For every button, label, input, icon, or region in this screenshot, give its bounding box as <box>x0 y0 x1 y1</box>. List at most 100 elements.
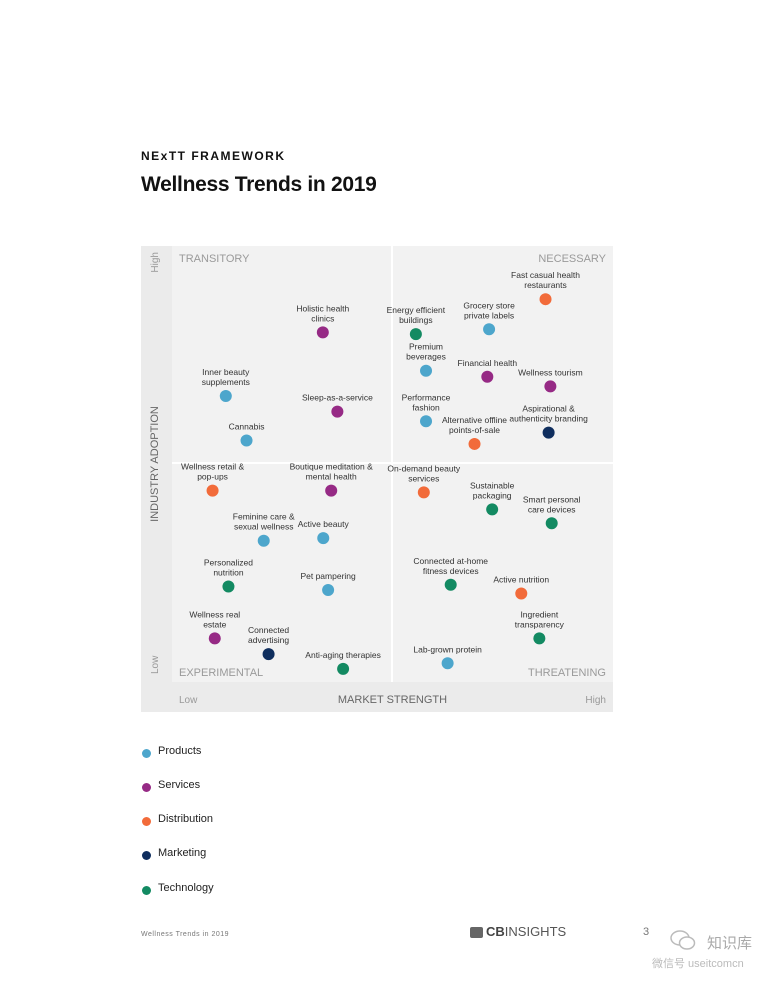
data-label: Cannabis <box>229 421 265 431</box>
legend-item-products: Products <box>141 744 341 762</box>
data-label: Ingredient transparency <box>515 609 565 629</box>
watermark-subtitle: 微信号 useitcomcn <box>652 958 744 970</box>
legend-label-services: Services <box>158 779 201 791</box>
data-label-line: nutrition <box>213 568 244 578</box>
data-label-line: Active nutrition <box>493 574 549 584</box>
data-label: Alternative offline points-of-sale <box>442 415 507 435</box>
data-label: Active nutrition <box>493 574 549 584</box>
data-label-line: pop-ups <box>197 472 228 482</box>
page-title: Wellness Trends in 2019 <box>141 173 377 196</box>
data-point <box>441 657 454 670</box>
data-label: On-demand beauty services <box>387 463 461 483</box>
data-label-line: Alternative offline <box>442 415 507 425</box>
data-label: Anti-aging therapies <box>305 650 381 660</box>
data-label-line: Aspirational & <box>522 404 575 414</box>
legend-label-technology: Technology <box>158 882 214 894</box>
quadrant-label-experimental: EXPERIMENTAL <box>179 667 263 679</box>
data-label-line: Wellness retail & <box>181 462 244 472</box>
data-point <box>206 484 219 497</box>
data-point <box>222 580 235 593</box>
data-label-line: Boutique meditation & <box>290 462 373 472</box>
page-number: 3 <box>643 926 650 938</box>
data-point <box>262 648 275 661</box>
data-point <box>533 632 546 645</box>
data-point <box>219 389 232 402</box>
data-point <box>483 323 496 336</box>
footer-doc-title: Wellness Trends in 2019 <box>141 931 230 938</box>
legend-item-distribution: Distribution <box>141 812 341 830</box>
data-label-line: Wellness tourism <box>518 367 583 377</box>
legend-item-marketing: Marketing <box>141 846 341 864</box>
data-label-line: clinics <box>311 313 334 323</box>
data-label: Wellness real estate <box>189 609 240 629</box>
data-label: Holistic health clinics <box>296 303 349 323</box>
data-label: Smart personal care devices <box>523 494 581 514</box>
legend-dot-marketing <box>142 851 151 860</box>
data-point <box>545 517 558 530</box>
data-label-line: Sustainable <box>470 480 515 490</box>
data-point <box>420 415 433 428</box>
data-label: Inner beauty supplements <box>202 367 250 387</box>
data-label-line: Energy efficient <box>387 305 446 315</box>
data-label-line: sexual wellness <box>234 522 294 532</box>
data-label: Sustainable packaging <box>470 480 515 500</box>
data-label: Wellness tourism <box>518 367 583 377</box>
data-label-line: Connected <box>248 625 289 635</box>
data-label-line: Performance <box>402 392 451 402</box>
data-label-line: Anti-aging therapies <box>305 650 381 660</box>
data-point <box>515 587 528 600</box>
data-label-line: Pet pampering <box>300 571 356 581</box>
data-label-line: Premium <box>409 342 443 352</box>
data-label-line: Ingredient <box>520 609 558 619</box>
data-label: Boutique meditation & mental health <box>290 462 373 482</box>
cbinsights-logo: CBINSIGHTS <box>470 924 566 939</box>
data-point <box>322 584 335 597</box>
data-label: Feminine care & sexual wellness <box>233 512 295 532</box>
data-point <box>257 534 270 547</box>
data-label-line: buildings <box>399 315 433 325</box>
data-point <box>468 437 481 450</box>
quadrant-label-threatening: THREATENING <box>528 667 606 679</box>
data-label-line: mental health <box>306 472 357 482</box>
data-label-line: fitness devices <box>423 566 479 576</box>
data-point <box>317 532 330 545</box>
data-label-line: Feminine care & <box>233 512 295 522</box>
quadrant-bottom-left <box>172 464 391 682</box>
y-axis-low-label: Low <box>150 655 161 674</box>
data-point <box>481 370 494 383</box>
data-label-line: Cannabis <box>229 421 265 431</box>
data-point <box>325 484 338 497</box>
data-label: Personalized nutrition <box>204 558 253 578</box>
y-axis-title: INDUSTRY ADOPTION <box>149 406 161 522</box>
data-point <box>240 434 253 447</box>
data-point <box>542 426 555 439</box>
data-point <box>208 632 221 645</box>
data-label-line: supplements <box>202 377 250 387</box>
cbinsights-logo-bold: CB <box>486 924 505 939</box>
legend-dot-services <box>142 783 151 792</box>
x-axis-high-label: High <box>585 695 606 706</box>
data-point <box>409 328 422 341</box>
data-label-line: Inner beauty <box>202 367 250 377</box>
data-point <box>444 578 457 591</box>
data-label-line: restaurants <box>524 280 567 290</box>
data-label-line: fashion <box>412 402 440 412</box>
data-point <box>539 293 552 306</box>
data-label-line: Personalized <box>204 558 253 568</box>
data-point <box>417 486 430 499</box>
data-label-line: Grocery store <box>463 300 515 310</box>
data-label-line: Connected at-home <box>413 556 488 566</box>
legend-dot-products <box>142 749 151 758</box>
data-label-line: care devices <box>528 504 576 514</box>
data-label-line: authenticity branding <box>509 414 588 424</box>
legend-label-products: Products <box>158 745 202 757</box>
data-point <box>337 662 350 675</box>
data-label: Aspirational & authenticity branding <box>509 404 588 424</box>
data-label-line: packaging <box>473 490 512 500</box>
quadrant-label-transitory: TRANSITORY <box>179 253 250 265</box>
data-point <box>331 405 344 418</box>
data-label: Pet pampering <box>300 571 356 581</box>
wechat-icon <box>670 930 696 950</box>
data-label: Connected advertising <box>248 625 289 645</box>
data-label: Wellness retail & pop-ups <box>181 462 244 482</box>
